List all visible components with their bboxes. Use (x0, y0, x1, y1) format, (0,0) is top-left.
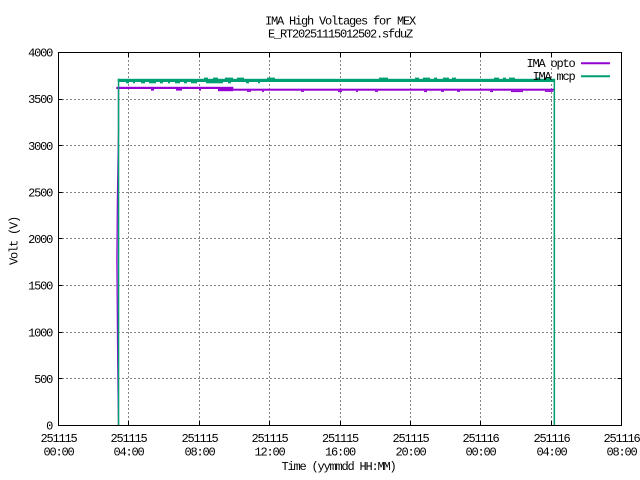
svg-text:500: 500 (34, 373, 53, 387)
svg-text:251115: 251115 (322, 432, 359, 446)
svg-text:00:00: 00:00 (43, 445, 74, 459)
svg-text:251115: 251115 (40, 432, 77, 446)
svg-text:2000: 2000 (28, 233, 53, 247)
svg-text:16:00: 16:00 (325, 445, 356, 459)
svg-text:12:00: 12:00 (254, 445, 285, 459)
svg-text:1500: 1500 (28, 280, 53, 294)
svg-text:251115: 251115 (251, 432, 288, 446)
svg-text:251116: 251116 (462, 432, 499, 446)
svg-text:IMA High Voltages for MEX: IMA High Voltages for MEX (265, 14, 416, 28)
svg-text:251115: 251115 (181, 432, 218, 446)
svg-text:08:00: 08:00 (184, 445, 215, 459)
svg-text:251116: 251116 (533, 432, 570, 446)
svg-text:2500: 2500 (28, 186, 53, 200)
svg-text:251115: 251115 (392, 432, 429, 446)
svg-text:251115: 251115 (110, 432, 147, 446)
svg-text:1000: 1000 (28, 326, 53, 340)
svg-text:E_RT20251115012502.sfduZ: E_RT20251115012502.sfduZ (268, 27, 413, 41)
svg-text:04:00: 04:00 (113, 445, 144, 459)
svg-text:Volt (V): Volt (V) (8, 217, 22, 265)
svg-text:IMA mcp: IMA mcp (532, 70, 575, 84)
svg-text:Time (yymmdd HH:MM): Time (yymmdd HH:MM) (281, 460, 395, 474)
svg-text:04:00: 04:00 (536, 445, 567, 459)
svg-text:00:00: 00:00 (465, 445, 496, 459)
svg-text:08:00: 08:00 (606, 445, 637, 459)
svg-text:20:00: 20:00 (395, 445, 426, 459)
svg-text:4000: 4000 (28, 47, 53, 61)
svg-text:251116: 251116 (603, 432, 640, 446)
svg-text:3000: 3000 (28, 140, 53, 154)
svg-text:3500: 3500 (28, 93, 53, 107)
svg-text:0: 0 (46, 420, 53, 434)
svg-text:IMA opto: IMA opto (526, 57, 575, 71)
